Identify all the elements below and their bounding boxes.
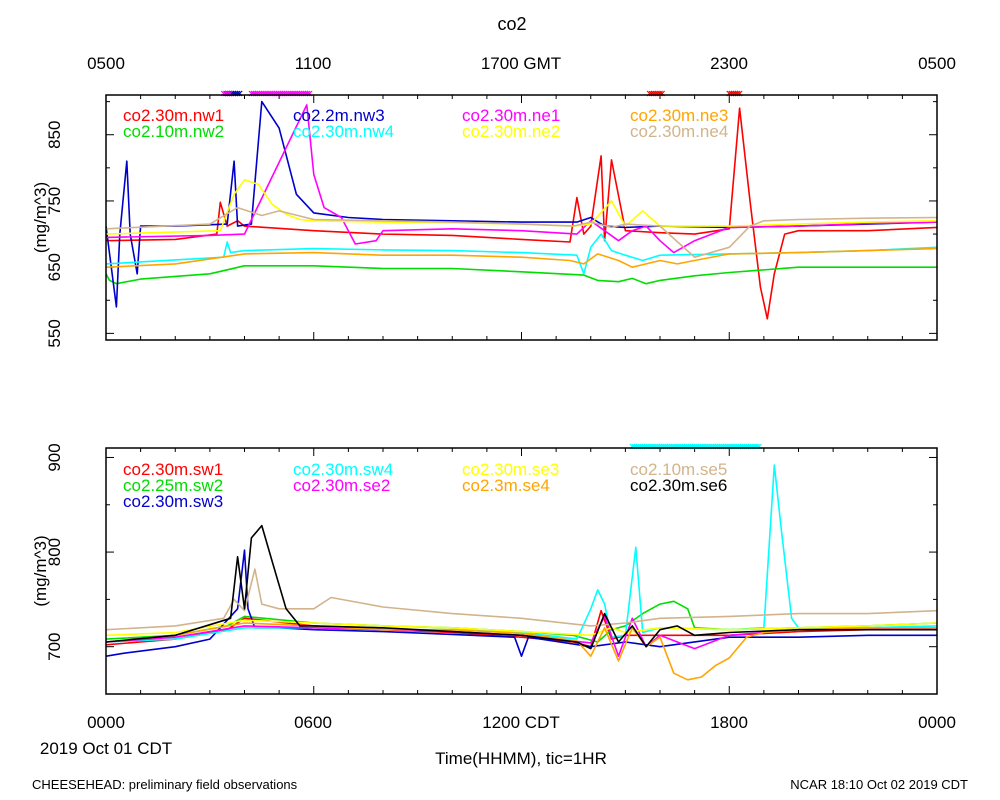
series-line-co2-10m-se5: [106, 568, 937, 631]
legend-entry: co2.30m.sw3: [123, 492, 223, 511]
series-line-co2-30m-sw3: [106, 549, 937, 658]
plot-frame: [105, 447, 938, 695]
plot-frame: [105, 94, 938, 341]
bottom-tick-label: 1200 CDT: [482, 713, 559, 732]
top-tick-label: 0500: [918, 54, 956, 73]
legend-entry: co2.30m.se2: [293, 476, 390, 495]
legend-entry: co2.10m.nw2: [123, 122, 224, 141]
bottom-tick-label: 0600: [294, 713, 332, 732]
legend-entry: co2.3m.se4: [462, 476, 550, 495]
legend-entry: co2.30m.se6: [630, 476, 727, 495]
legend-entry: co2.30m.se3: [462, 460, 559, 479]
date-label: 2019 Oct 01 CDT: [40, 739, 172, 758]
top-tick-label: 1700 GMT: [481, 54, 561, 73]
y-tick-label: 700: [45, 633, 64, 661]
series-line-co2-30m-se3: [106, 619, 937, 637]
legend-entry: co2.30m.sw1: [123, 460, 223, 479]
legend-entry: co2.30m.ne3: [630, 106, 728, 125]
legend-entry: co2.2m.nw3: [293, 106, 385, 125]
y-tick-label: 900: [45, 443, 64, 471]
y-tick-label: 750: [45, 187, 64, 215]
series-line-co2-10m-nw2: [106, 264, 937, 285]
legend-entry: co2.30m.nw4: [293, 122, 394, 141]
y-tick-label: 800: [45, 538, 64, 566]
top-tick-label: 0500: [87, 54, 125, 73]
y-axis-label: (mg/m^3): [31, 535, 50, 606]
chart-title: co2: [497, 14, 526, 34]
series-group: [106, 464, 937, 681]
legend-entry: co2.10m.se5: [630, 460, 727, 479]
legend-entry: co2.30m.ne4: [630, 122, 728, 141]
legend-entry: co2.30m.nw1: [123, 106, 224, 125]
series-line-co2-30m-ne4: [106, 206, 937, 259]
footer-right: NCAR 18:10 Oct 02 2019 CDT: [790, 777, 968, 792]
y-axis-label: (mg/m^3): [31, 182, 50, 253]
series-line-co2-2m-nw3: [106, 100, 937, 308]
series-line-co2-30m-se6: [106, 524, 937, 650]
x-axis-label: Time(HHMM), tic=1HR: [435, 749, 607, 768]
bottom-tick-label: 1800: [710, 713, 748, 732]
legend-entry: co2.30m.ne1: [462, 106, 560, 125]
series-line-co2-30m-ne1: [106, 104, 937, 254]
top-tick-label: 2300: [710, 54, 748, 73]
panel-lower: 700800900(mg/m^3)co2.30m.sw1co2.25m.sw2c…: [31, 443, 938, 695]
bottom-tick-label: 0000: [87, 713, 125, 732]
legend-entry: co2.25m.sw2: [123, 476, 223, 495]
y-tick-label: 850: [45, 121, 64, 149]
series-group: [106, 100, 937, 320]
series-line-co2-30m-se2: [106, 615, 937, 658]
panel-upper: 550 650 750 850 (mg/m^3) co2.30m.nw1co2.10m.n…: [31, 90, 938, 348]
bottom-tick-label: 0000: [918, 713, 956, 732]
legend-entry: co2.30m.sw4: [293, 460, 393, 479]
series-line-co2-30m-ne3: [106, 247, 937, 269]
legend: co2.30m.nw1co2.10m.nw2co2.2m.nw3co2.30m.…: [123, 106, 728, 141]
footer-left: CHEESEHEAD: preliminary field observatio…: [32, 777, 298, 792]
top-tick-label: 1100: [295, 54, 332, 73]
y-tick-label: 650: [45, 253, 64, 281]
y-tick-label: 550: [45, 319, 64, 347]
legend-entry: co2.30m.ne2: [462, 122, 560, 141]
